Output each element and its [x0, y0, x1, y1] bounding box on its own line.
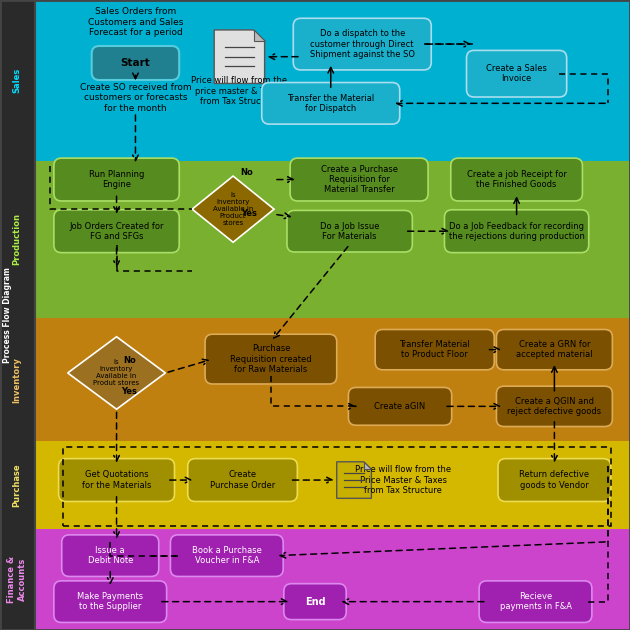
- Text: Finance &
Accounts: Finance & Accounts: [8, 556, 26, 603]
- Polygon shape: [192, 176, 274, 242]
- FancyBboxPatch shape: [284, 583, 346, 620]
- Text: Is
Inventory
Available in
Product
stores: Is Inventory Available in Product stores: [213, 192, 253, 226]
- Polygon shape: [253, 30, 265, 41]
- Text: Price will flow from the
Price Master & Taxes
from Tax Structure: Price will flow from the Price Master & …: [355, 465, 451, 495]
- Text: Production: Production: [13, 214, 21, 265]
- FancyBboxPatch shape: [35, 161, 630, 318]
- FancyBboxPatch shape: [450, 158, 582, 201]
- FancyBboxPatch shape: [479, 581, 592, 622]
- FancyBboxPatch shape: [59, 459, 175, 501]
- Text: Do a dispatch to the
customer through Direct
Shipment against the SO: Do a dispatch to the customer through Di…: [310, 29, 415, 59]
- FancyBboxPatch shape: [35, 529, 630, 630]
- FancyBboxPatch shape: [290, 158, 428, 201]
- FancyBboxPatch shape: [54, 210, 179, 253]
- Text: Do a Job Issue
For Materials: Do a Job Issue For Materials: [320, 222, 379, 241]
- FancyBboxPatch shape: [496, 329, 612, 370]
- Text: Sales Orders from
Customers and Sales
Forecast for a period: Sales Orders from Customers and Sales Fo…: [88, 7, 183, 37]
- Polygon shape: [214, 30, 265, 84]
- Text: Do a Job Feedback for recording
the rejections during production: Do a Job Feedback for recording the reje…: [449, 222, 585, 241]
- Text: Inventory: Inventory: [13, 357, 21, 403]
- Polygon shape: [364, 462, 372, 469]
- Text: Return defective
goods to Vendor: Return defective goods to Vendor: [519, 471, 590, 490]
- Polygon shape: [337, 462, 372, 498]
- Text: Yes: Yes: [241, 209, 256, 218]
- Text: Yes: Yes: [121, 387, 137, 396]
- FancyBboxPatch shape: [348, 387, 452, 425]
- Text: Transfer Material
to Product Floor: Transfer Material to Product Floor: [399, 340, 470, 359]
- FancyBboxPatch shape: [54, 158, 179, 201]
- Text: Run Planning
Engine: Run Planning Engine: [89, 170, 144, 189]
- Text: Purchase
Requisition created
for Raw Materials: Purchase Requisition created for Raw Mat…: [230, 344, 312, 374]
- FancyBboxPatch shape: [375, 329, 494, 370]
- Text: Create a Purchase
Requisition for
Material Transfer: Create a Purchase Requisition for Materi…: [321, 164, 398, 195]
- Text: Process Flow Diagram: Process Flow Diagram: [3, 267, 12, 363]
- Text: Sales: Sales: [13, 68, 21, 93]
- Text: Create
Purchase Order: Create Purchase Order: [210, 471, 275, 490]
- Text: Create a GRN for
accepted material: Create a GRN for accepted material: [516, 340, 593, 359]
- FancyBboxPatch shape: [262, 83, 399, 124]
- Text: Create a Sales
Invoice: Create a Sales Invoice: [486, 64, 547, 83]
- FancyBboxPatch shape: [0, 0, 35, 630]
- Text: Start: Start: [120, 58, 151, 68]
- FancyBboxPatch shape: [205, 334, 336, 384]
- Text: Transfer the Material
for Dispatch: Transfer the Material for Dispatch: [287, 94, 374, 113]
- Text: Create aGIN: Create aGIN: [374, 402, 426, 411]
- Text: Purchase: Purchase: [13, 463, 21, 507]
- FancyBboxPatch shape: [62, 535, 159, 576]
- FancyBboxPatch shape: [496, 386, 612, 427]
- FancyBboxPatch shape: [498, 459, 610, 501]
- Text: Create a job Receipt for
the Finished Goods: Create a job Receipt for the Finished Go…: [467, 170, 566, 189]
- FancyBboxPatch shape: [170, 535, 283, 576]
- Text: No: No: [241, 168, 253, 176]
- Bar: [63, 447, 611, 526]
- FancyBboxPatch shape: [188, 459, 297, 501]
- FancyBboxPatch shape: [293, 18, 431, 70]
- Text: No: No: [123, 356, 135, 365]
- FancyBboxPatch shape: [35, 441, 630, 529]
- FancyBboxPatch shape: [466, 50, 567, 97]
- Text: Book a Purchase
Voucher in F&A: Book a Purchase Voucher in F&A: [192, 546, 261, 565]
- FancyBboxPatch shape: [444, 210, 588, 253]
- Text: Make Payments
to the Supplier: Make Payments to the Supplier: [77, 592, 143, 611]
- Text: Job Orders Created for
FG and SFGs: Job Orders Created for FG and SFGs: [69, 222, 164, 241]
- Text: Create a QGIN and
reject defective goods: Create a QGIN and reject defective goods: [507, 397, 602, 416]
- Text: Issue a
Debit Note: Issue a Debit Note: [88, 546, 133, 565]
- FancyBboxPatch shape: [35, 318, 630, 441]
- Text: Is
Inventory
Available in
Produt stores: Is Inventory Available in Produt stores: [93, 360, 140, 386]
- FancyBboxPatch shape: [287, 210, 412, 252]
- FancyBboxPatch shape: [54, 581, 166, 622]
- Text: End: End: [305, 597, 325, 607]
- Text: Price will flow from the
price master & Taxes
from Tax Structure: Price will flow from the price master & …: [192, 76, 287, 106]
- Text: Create SO received from
customers or forecasts
for the month: Create SO received from customers or for…: [79, 83, 192, 113]
- Text: Get Quotations
for the Materials: Get Quotations for the Materials: [82, 471, 151, 490]
- Text: Recieve
payments in F&A: Recieve payments in F&A: [500, 592, 571, 611]
- FancyBboxPatch shape: [35, 0, 630, 161]
- Polygon shape: [67, 336, 165, 410]
- FancyBboxPatch shape: [92, 46, 179, 80]
